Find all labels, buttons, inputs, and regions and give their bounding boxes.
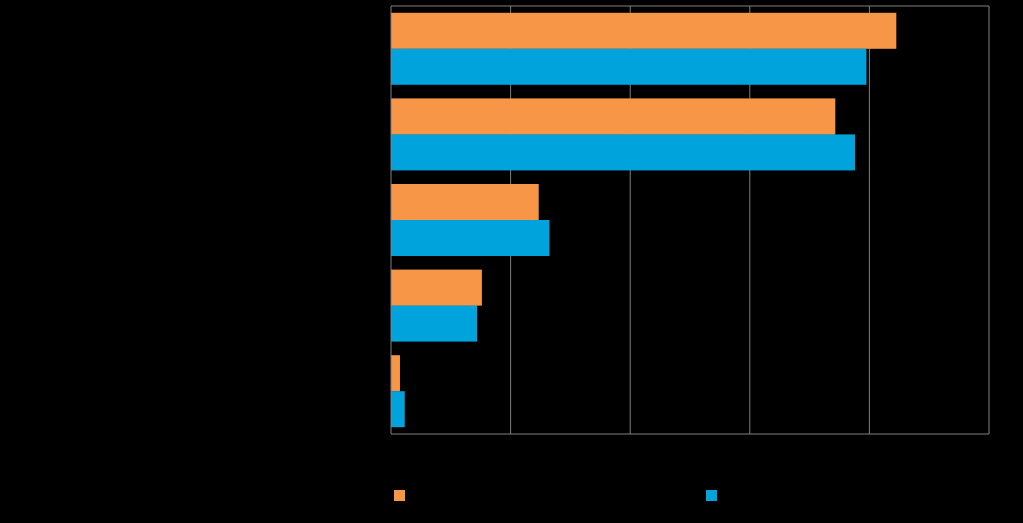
bar-cat-2-series-1 xyxy=(391,98,836,135)
legend-swatch-series-2 xyxy=(706,490,717,501)
bar-cat-2-series-2 xyxy=(391,134,856,171)
bar-cat-1-series-2 xyxy=(391,48,867,85)
axes xyxy=(390,6,989,435)
bar-cat-4-series-1 xyxy=(391,269,482,306)
legend-swatch-series-1 xyxy=(394,490,405,501)
bar-cat-3-series-2 xyxy=(391,220,550,256)
bar-cat-1-series-1 xyxy=(391,12,897,49)
bar-cat-3-series-1 xyxy=(391,184,539,220)
legend-item-series-1 xyxy=(394,490,411,501)
legend-item-series-2 xyxy=(706,490,723,501)
bar-cat-5-series-2 xyxy=(391,391,405,428)
bar-cat-4-series-2 xyxy=(391,305,478,342)
bar-cat-5-series-1 xyxy=(391,355,400,392)
bars xyxy=(391,12,897,428)
